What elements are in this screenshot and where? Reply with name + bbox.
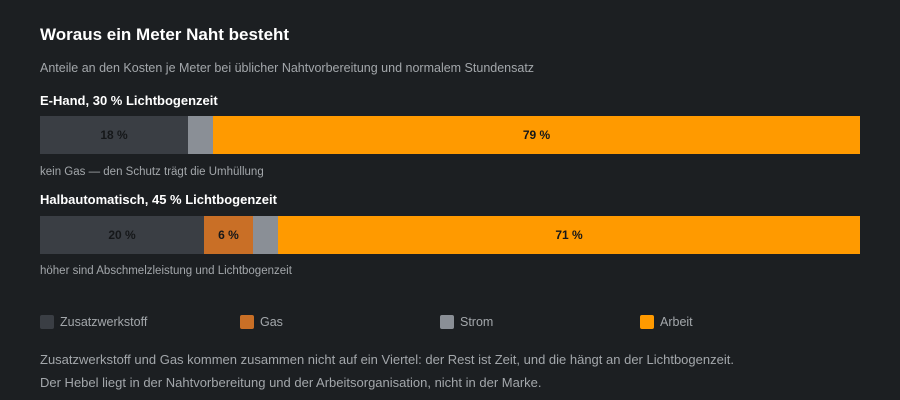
note-e-hand: kein Gas — den Schutz trägt die Umhüllun… <box>40 166 264 178</box>
footnote-line-2: Der Hebel liegt in der Nahtvorbereitung … <box>40 375 542 390</box>
legend-label-zusatzwerkstoff: Zusatzwerkstoff <box>60 315 148 329</box>
segment-value-label: 79 % <box>522 128 551 142</box>
segment-value-label: 6 % <box>218 228 239 242</box>
row-label-halbautomatisch: Halbautomatisch, 45 % Lichtbogenzeit <box>40 192 277 207</box>
legend-swatch-zusatzwerkstoff <box>40 315 54 329</box>
legend-item-zusatzwerkstoff: Zusatzwerkstoff <box>40 315 147 329</box>
segment-value-label: 71 % <box>555 228 583 242</box>
legend-item-gas: Gas <box>240 315 283 329</box>
bar-halbautomatisch: 20 % 6 % 71 % <box>40 216 860 254</box>
chart-footnote: Zusatzwerkstoff und Gas kommen zusammen … <box>40 348 880 394</box>
bar-segment-strom <box>253 216 278 254</box>
bar-segment-arbeit: 71 % <box>278 216 860 254</box>
legend-label-strom: Strom <box>460 315 494 329</box>
bar-segment-zusatzwerkstoff: 20 % <box>40 216 204 254</box>
note-halbautomatisch: höher sind Abschmelzleistung und Lichtbo… <box>40 265 292 277</box>
bar-segment-gas: 6 % <box>204 216 253 254</box>
legend-item-arbeit: Arbeit <box>640 315 693 329</box>
row-label-e-hand: E-Hand, 30 % Lichtbogenzeit <box>40 93 218 108</box>
chart-title: Woraus ein Meter Naht besteht <box>40 25 290 44</box>
legend-swatch-arbeit <box>640 315 654 329</box>
footnote-line-1: Zusatzwerkstoff und Gas kommen zusammen … <box>40 352 734 367</box>
segment-value-label: 18 % <box>100 128 128 142</box>
legend-swatch-gas <box>240 315 254 329</box>
legend-label-gas: Gas <box>260 315 283 329</box>
legend-item-strom: Strom <box>440 315 493 329</box>
legend-swatch-strom <box>440 315 454 329</box>
legend-label-arbeit: Arbeit <box>660 315 693 329</box>
bar-e-hand: 18 % 79 % <box>40 116 860 154</box>
bar-segment-arbeit: 79 % <box>213 116 860 154</box>
chart-subtitle: Anteile an den Kosten je Meter bei üblic… <box>40 61 535 75</box>
bar-segment-zusatzwerkstoff: 18 % <box>40 116 188 154</box>
chart-legend: Zusatzwerkstoff Gas Strom Arbeit <box>40 315 860 333</box>
bar-segment-strom <box>188 116 213 154</box>
segment-value-label: 20 % <box>108 228 136 242</box>
